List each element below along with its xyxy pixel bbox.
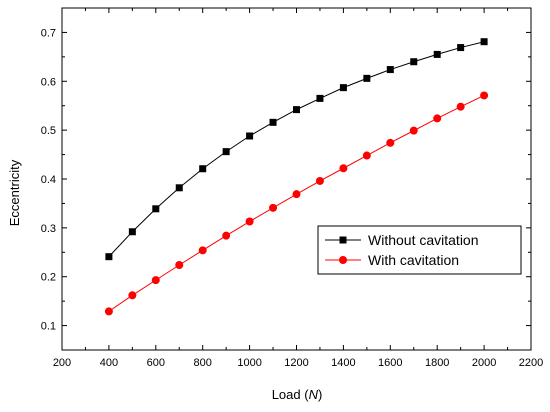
series-line xyxy=(108,94,485,312)
x-tick-label: 800 xyxy=(194,357,212,369)
data-point xyxy=(433,50,441,58)
data-point xyxy=(104,307,113,316)
data-point xyxy=(269,203,278,212)
data-point xyxy=(269,118,277,126)
legend-label: With cavitation xyxy=(368,252,459,268)
legend-marker xyxy=(339,236,347,244)
data-point xyxy=(198,246,207,255)
x-tick-label: 1400 xyxy=(331,357,355,369)
legend: Without cavitation With cavitation xyxy=(317,225,522,275)
data-point xyxy=(386,66,394,74)
y-tick-label: 0.7 xyxy=(41,27,56,39)
data-point xyxy=(433,114,442,123)
data-point xyxy=(480,38,488,46)
legend-item: Without cavitation xyxy=(325,232,479,248)
data-point xyxy=(362,151,371,160)
legend-marker xyxy=(339,256,347,264)
y-tick-label: 0.2 xyxy=(41,272,56,284)
legend-box xyxy=(317,225,522,275)
legend-label: Without cavitation xyxy=(368,232,479,248)
data-point xyxy=(457,44,465,52)
x-tick-label: 2000 xyxy=(472,357,496,369)
data-point xyxy=(292,190,301,199)
x-tick-label: 2200 xyxy=(519,357,543,369)
x-tick-label: 600 xyxy=(147,357,165,369)
y-tick-label: 0.3 xyxy=(41,223,56,235)
data-point xyxy=(199,165,207,173)
series-line xyxy=(108,41,485,258)
data-point xyxy=(151,276,160,285)
y-tick-label: 0.5 xyxy=(41,125,56,137)
x-tick-label: 400 xyxy=(100,357,118,369)
data-point xyxy=(222,231,231,240)
data-point xyxy=(128,228,136,236)
data-point xyxy=(410,58,418,66)
x-axis-label: Load (N) xyxy=(272,387,323,402)
data-point xyxy=(386,138,395,147)
data-point xyxy=(222,148,230,156)
data-point xyxy=(152,205,160,213)
data-point xyxy=(363,74,371,82)
data-point xyxy=(409,126,418,135)
data-point xyxy=(245,217,254,226)
data-point xyxy=(480,91,489,100)
data-point xyxy=(105,253,113,261)
data-point xyxy=(339,84,347,92)
y-tick-label: 0.6 xyxy=(41,76,56,88)
x-axis-label-unit: N xyxy=(309,387,319,402)
series-with-cavitation xyxy=(104,91,489,316)
data-point xyxy=(315,176,324,185)
data-point xyxy=(339,164,348,173)
x-axis-label-suffix: ) xyxy=(318,387,322,402)
axes: 200 400 600 800 1000 1200 1400 1600 1800 2000 2200… xyxy=(41,7,543,369)
data-point xyxy=(246,132,254,140)
x-tick-label: 1600 xyxy=(378,357,402,369)
data-point xyxy=(316,94,324,102)
data-point xyxy=(456,102,465,111)
series-without-cavitation xyxy=(105,38,488,261)
x-tick-label: 1800 xyxy=(425,357,449,369)
legend-item: With cavitation xyxy=(325,252,459,268)
y-axis-label: Eccentricity xyxy=(7,159,22,226)
data-point xyxy=(293,106,300,114)
data-point xyxy=(175,260,184,269)
x-axis-label-prefix: Load ( xyxy=(272,387,310,402)
y-tick-label: 0.4 xyxy=(41,174,56,186)
x-tick-label: 200 xyxy=(53,357,71,369)
x-tick-label: 1200 xyxy=(284,357,308,369)
series-layer xyxy=(104,38,489,316)
y-tick-label: 0.1 xyxy=(41,321,56,333)
data-point xyxy=(175,184,183,192)
x-tick-label: 1000 xyxy=(237,357,261,369)
data-point xyxy=(128,291,137,300)
